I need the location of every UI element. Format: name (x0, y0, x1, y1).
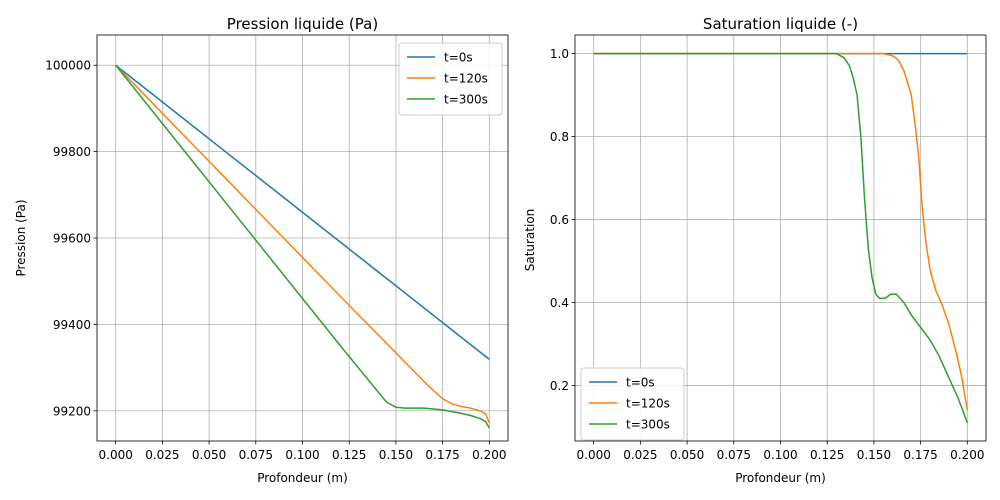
pressure-x-tick-label: 0.000 (99, 448, 133, 462)
saturation-y-tick-label: 0.4 (550, 296, 569, 310)
pressure-series-line-1 (115, 64, 491, 424)
pressure-legend-label: t=300s (444, 93, 488, 107)
pressure-series-line-0 (115, 64, 490, 360)
pressure-chart-title: Pression liquide (Pa) (227, 15, 378, 33)
saturation-legend-label: t=0s (626, 376, 655, 390)
saturation-legend-box (580, 367, 685, 441)
saturation-legend-label: t=300s (626, 418, 670, 432)
saturation-series-line-2 (593, 52, 969, 424)
saturation-x-tick-label: 0.000 (577, 448, 611, 462)
saturation-x-axis-label: Profondeur (m) (735, 471, 826, 485)
saturation-x-tick-label: 0.075 (717, 448, 751, 462)
saturation-x-tick-label: 0.100 (763, 448, 797, 462)
saturation-x-tick-label: 0.025 (623, 448, 657, 462)
pressure-x-tick-label: 0.100 (285, 448, 319, 462)
saturation-y-axis-label: Saturation (523, 209, 537, 272)
pressure-series-line-2 (115, 64, 490, 429)
saturation-y-tick-label: 0.6 (550, 213, 569, 227)
pressure-x-tick-label: 0.025 (145, 448, 179, 462)
pressure-x-tick-label: 0.175 (425, 448, 459, 462)
pressure-x-tick-label: 0.125 (332, 448, 366, 462)
saturation-plot-area (575, 35, 986, 441)
saturation-x-tick-label: 0.175 (903, 448, 937, 462)
pressure-x-tick-label: 0.150 (379, 448, 413, 462)
pressure-x-axis-label: Profondeur (m) (257, 471, 348, 485)
pressure-x-tick-label: 0.200 (472, 448, 506, 462)
pressure-chart: Pression liquide (Pa) Profondeur (m) Pre… (14, 15, 509, 485)
pressure-x-tick-label: 0.075 (239, 448, 273, 462)
pressure-y-tick-label: 99200 (53, 404, 91, 418)
pressure-y-axis-label: Pression (Pa) (14, 199, 28, 276)
saturation-y-tick-label: 1.0 (550, 47, 569, 61)
pressure-legend-label: t=120s (444, 72, 488, 86)
saturation-legend: t=0s t=120s t=300s (580, 367, 685, 441)
saturation-y-tick-label: 0.8 (550, 130, 569, 144)
saturation-x-tick-label: 0.125 (810, 448, 844, 462)
pressure-y-tick-label: 100000 (45, 59, 91, 73)
saturation-x-tick-label: 0.050 (670, 448, 704, 462)
pressure-y-tick-label: 99800 (53, 145, 91, 159)
pressure-x-tick-label: 0.050 (192, 448, 226, 462)
saturation-series-line-1 (593, 52, 969, 411)
saturation-x-tick-label: 0.200 (950, 448, 984, 462)
pressure-legend-label: t=0s (444, 51, 473, 65)
saturation-legend-label: t=120s (626, 397, 670, 411)
saturation-y-tick-label: 0.2 (550, 379, 569, 393)
pressure-y-tick-label: 99600 (53, 232, 91, 246)
saturation-chart: Saturation liquide (-) Profondeur (m) Sa… (523, 15, 987, 485)
saturation-chart-title: Saturation liquide (-) (703, 15, 858, 33)
saturation-x-tick-label: 0.150 (857, 448, 891, 462)
pressure-y-tick-label: 99400 (53, 318, 91, 332)
pressure-legend: t=0s t=120s t=300s (398, 42, 503, 116)
pressure-legend-box (398, 42, 503, 116)
